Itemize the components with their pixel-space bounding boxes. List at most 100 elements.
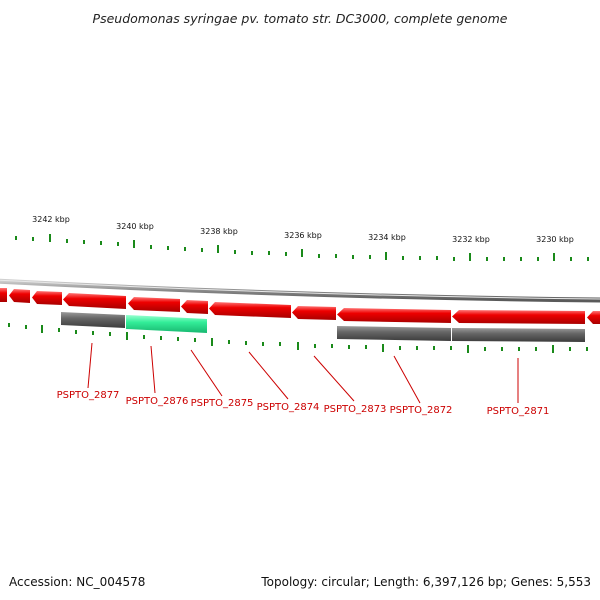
scale-label: 3238 kbp	[200, 227, 238, 236]
minor-tick	[569, 347, 571, 351]
minor-tick	[331, 344, 333, 348]
scale-label: 3240 kbp	[116, 222, 154, 231]
gene-label-pspto-2876[interactable]: PSPTO_2876	[126, 396, 189, 407]
minor-tick	[501, 347, 503, 351]
genome-summary-text: Topology: circular; Length: 6,397,126 bp…	[260, 575, 591, 589]
gene-label-pspto-2877[interactable]: PSPTO_2877	[57, 390, 120, 401]
minor-tick	[279, 342, 281, 346]
scale-labels: 3242 kbp 3240 kbp 3238 kbp 3236 kbp 3234…	[32, 215, 574, 244]
minor-tick	[486, 257, 488, 261]
minor-tick	[58, 328, 60, 332]
major-tick	[41, 325, 43, 333]
scale-label: 3232 kbp	[452, 235, 490, 244]
minor-tick	[83, 240, 85, 244]
gene-arrow[interactable]	[452, 310, 585, 324]
minor-tick	[402, 256, 404, 260]
major-tick	[49, 234, 51, 242]
minor-tick	[335, 254, 337, 258]
major-tick	[211, 338, 213, 346]
gene-label-pspto-2875[interactable]: PSPTO_2875	[191, 398, 254, 409]
gene-label-pspto-2873[interactable]: PSPTO_2873	[324, 404, 387, 415]
gene-arrow[interactable]	[63, 293, 126, 309]
gene-label-pspto-2871[interactable]: PSPTO_2871	[487, 406, 550, 417]
minor-tick	[262, 342, 264, 346]
minor-tick	[228, 340, 230, 344]
gene-label-pspto-2874[interactable]: PSPTO_2874	[257, 402, 320, 413]
minor-tick	[399, 346, 401, 350]
leader-line	[87, 342, 93, 389]
gene-arrow[interactable]	[337, 308, 451, 323]
minor-tick	[100, 241, 102, 245]
minor-tick	[92, 331, 94, 335]
gene-arrow[interactable]	[0, 288, 7, 302]
minor-tick	[416, 346, 418, 350]
minor-tick	[15, 236, 17, 240]
scale-label: 3234 kbp	[368, 233, 406, 242]
minor-tick	[419, 256, 421, 260]
accession-text: Accession: NC_004578	[9, 575, 145, 589]
major-tick	[385, 252, 387, 260]
forward-strand-genes	[0, 288, 600, 324]
minor-tick	[314, 344, 316, 348]
gene-arrow[interactable]	[292, 306, 336, 320]
major-tick	[217, 245, 219, 253]
genome-title: Pseudomonas syringae pv. tomato str. DC3…	[93, 11, 508, 26]
minor-tick	[318, 254, 320, 258]
leader-line	[248, 351, 289, 400]
minor-tick	[453, 257, 455, 261]
gene-label-pspto-2872[interactable]: PSPTO_2872	[390, 405, 453, 416]
minor-tick	[160, 336, 162, 340]
scale-label: 3230 kbp	[536, 235, 574, 244]
gene-arrow[interactable]	[128, 297, 180, 312]
scale-label: 3242 kbp	[32, 215, 70, 224]
leader-line	[190, 349, 223, 397]
minor-tick	[365, 345, 367, 349]
gene-arrow[interactable]	[9, 289, 30, 303]
minor-tick	[66, 239, 68, 243]
minor-tick	[167, 246, 169, 250]
major-tick	[133, 240, 135, 248]
minor-tick	[518, 347, 520, 351]
feature-bar[interactable]	[61, 312, 125, 328]
minor-tick	[268, 251, 270, 255]
gene-arrow[interactable]	[209, 302, 291, 318]
minor-tick	[75, 330, 77, 334]
major-tick	[301, 249, 303, 257]
upper-ticks	[15, 234, 589, 261]
minor-tick	[25, 325, 27, 329]
leader-line	[150, 345, 156, 394]
minor-tick	[484, 347, 486, 351]
minor-tick	[570, 257, 572, 261]
genome-backbone	[0, 278, 600, 303]
minor-tick	[184, 247, 186, 251]
gene-arrow[interactable]	[32, 291, 62, 305]
minor-tick	[194, 338, 196, 342]
minor-tick	[109, 332, 111, 336]
genome-backbone-highlight	[0, 279, 600, 300]
major-tick	[297, 342, 299, 350]
feature-bar[interactable]	[337, 326, 451, 341]
lower-ticks	[8, 323, 588, 353]
feature-bar[interactable]	[452, 328, 585, 342]
gene-arrow[interactable]	[181, 300, 208, 314]
leader-line	[313, 355, 355, 402]
feature-bar-highlighted[interactable]	[126, 315, 207, 333]
minor-tick	[535, 347, 537, 351]
feature-bars	[61, 312, 585, 342]
minor-tick	[352, 255, 354, 259]
minor-tick	[8, 323, 10, 327]
major-tick	[553, 253, 555, 261]
minor-tick	[285, 252, 287, 256]
major-tick	[469, 253, 471, 261]
gene-arrow[interactable]	[587, 311, 600, 324]
minor-tick	[150, 245, 152, 249]
minor-tick	[234, 250, 236, 254]
major-tick	[126, 332, 128, 340]
leader-line	[393, 355, 421, 404]
minor-tick	[117, 242, 119, 246]
minor-tick	[177, 337, 179, 341]
minor-tick	[537, 257, 539, 261]
minor-tick	[143, 335, 145, 339]
minor-tick	[369, 255, 371, 259]
